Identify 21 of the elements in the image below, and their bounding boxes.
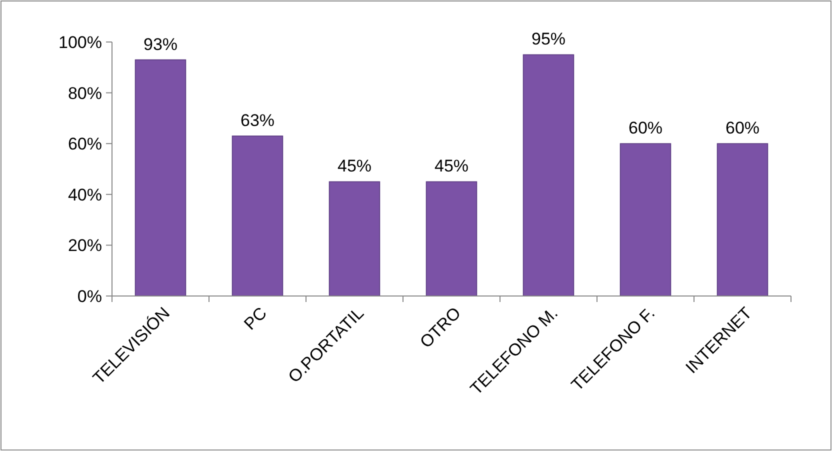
x-tick-label: PC (240, 304, 271, 334)
bar (716, 143, 768, 296)
bar (134, 59, 186, 296)
data-label: 93% (143, 34, 178, 54)
data-label: 60% (725, 118, 760, 138)
bar (620, 143, 672, 296)
bar (232, 136, 284, 296)
y-tick-label: 20% (68, 236, 102, 256)
y-tick-label: 0% (77, 286, 102, 306)
bar (426, 181, 478, 296)
bar (328, 181, 380, 296)
data-label: 63% (240, 110, 275, 130)
data-label: 45% (434, 156, 469, 176)
bar (522, 54, 574, 296)
y-tick-label: 80% (68, 84, 102, 103)
y-tick-label: 40% (68, 185, 102, 204)
data-label: 60% (628, 118, 663, 138)
data-label: 95% (531, 30, 566, 49)
data-label: 45% (337, 156, 372, 176)
y-tick-label: 100% (58, 32, 102, 52)
y-tick-label: 60% (68, 134, 102, 154)
